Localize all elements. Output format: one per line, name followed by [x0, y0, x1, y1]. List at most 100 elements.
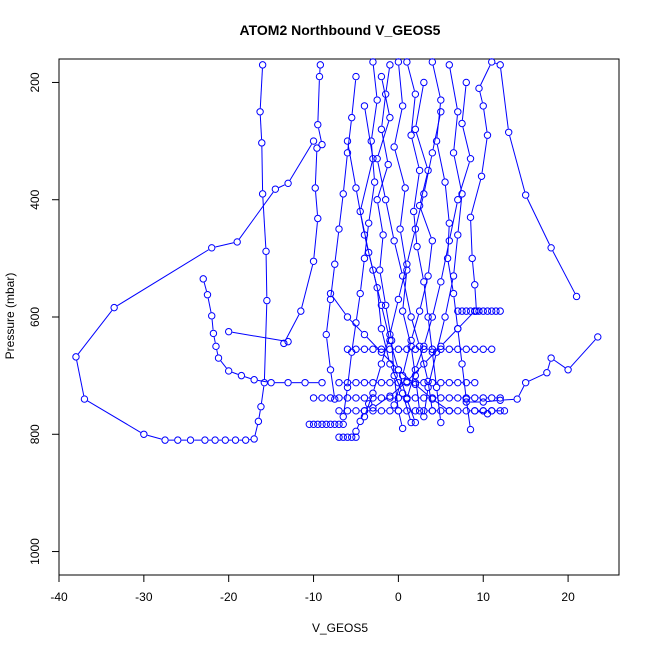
series-3 — [224, 61, 326, 348]
data-point — [309, 420, 318, 429]
series-segment — [398, 267, 407, 296]
data-point — [479, 102, 487, 110]
data-point — [376, 266, 384, 274]
data-point — [407, 418, 415, 427]
data-point — [411, 125, 420, 134]
data-point — [428, 313, 437, 321]
series-segment — [394, 109, 403, 144]
data-point — [348, 348, 356, 356]
data-point — [260, 378, 269, 387]
series-layer — [72, 58, 602, 444]
x-axis: -40 -30 -20 -10 0 10 20 — [50, 575, 575, 604]
data-point — [214, 354, 223, 362]
series-segment — [381, 338, 390, 361]
series-segment — [347, 144, 356, 185]
series-19 — [420, 61, 466, 421]
series-segment — [470, 220, 473, 255]
data-point — [331, 420, 339, 429]
series-segment — [231, 371, 239, 375]
data-point — [343, 383, 352, 392]
data-point — [521, 378, 530, 387]
data-point — [445, 407, 454, 415]
series-segment — [257, 379, 268, 383]
series-segment — [364, 109, 373, 156]
series-9 — [335, 378, 479, 387]
series-segment — [398, 373, 407, 396]
data-point — [377, 407, 386, 415]
series-segment — [411, 97, 416, 132]
series-17 — [322, 72, 360, 403]
data-point — [318, 394, 326, 402]
data-point — [343, 313, 352, 321]
data-point — [335, 225, 343, 233]
data-point — [398, 102, 407, 110]
data-point — [364, 248, 373, 257]
data-point — [386, 378, 394, 387]
series-segment — [432, 115, 441, 150]
data-point — [594, 333, 602, 341]
series-segment — [332, 296, 346, 315]
data-point — [343, 433, 352, 441]
series-segment — [343, 156, 348, 191]
data-point — [348, 433, 356, 441]
series-segment — [428, 244, 433, 273]
series-16 — [428, 58, 475, 434]
data-point — [377, 125, 386, 134]
data-point — [80, 395, 89, 403]
series-segment — [570, 339, 596, 368]
data-point — [428, 58, 437, 66]
x-tick-label: -10 — [305, 590, 323, 604]
data-point — [322, 420, 330, 429]
data-point — [352, 378, 360, 387]
series-segment — [356, 424, 360, 429]
series-segment — [215, 242, 234, 248]
series-segment — [285, 314, 300, 341]
data-point — [356, 417, 364, 426]
series-26 — [369, 307, 479, 412]
data-point — [369, 154, 377, 163]
data-point — [209, 329, 218, 338]
y-axis: 200 400 600 800 1000 — [28, 72, 59, 565]
series-segment — [411, 320, 420, 343]
data-point — [496, 394, 504, 402]
data-point — [258, 61, 267, 69]
data-point — [488, 345, 496, 353]
data-point — [352, 433, 360, 441]
series-segment — [416, 349, 424, 367]
data-point — [445, 219, 454, 227]
data-point — [369, 404, 377, 412]
series-15 — [403, 58, 445, 427]
series-segment — [254, 424, 259, 436]
series-segment — [318, 128, 322, 142]
data-point — [428, 395, 437, 403]
series-segment — [398, 414, 403, 425]
data-point — [458, 307, 466, 315]
data-point — [504, 128, 513, 136]
series-segment — [552, 250, 576, 294]
data-point — [221, 436, 230, 444]
series-segment — [330, 373, 335, 396]
data-point — [373, 196, 381, 204]
data-point — [331, 395, 339, 403]
data-point — [475, 84, 483, 93]
series-segment — [379, 238, 384, 267]
series-segment — [528, 373, 544, 382]
series-segment — [407, 232, 415, 261]
data-point — [201, 436, 209, 444]
data-point — [449, 149, 458, 157]
data-point — [199, 275, 207, 283]
series-segment — [394, 150, 405, 185]
series-6 — [305, 420, 347, 429]
data-point — [420, 378, 428, 387]
data-point — [369, 407, 377, 415]
data-point — [454, 345, 462, 353]
data-point — [258, 190, 267, 198]
series-segment — [372, 65, 378, 97]
data-point — [301, 378, 309, 387]
series-segment — [417, 386, 430, 398]
data-point — [284, 378, 292, 387]
series-segment — [368, 185, 375, 220]
series-segment — [424, 320, 432, 343]
data-point — [262, 247, 270, 256]
data-point — [343, 149, 352, 157]
